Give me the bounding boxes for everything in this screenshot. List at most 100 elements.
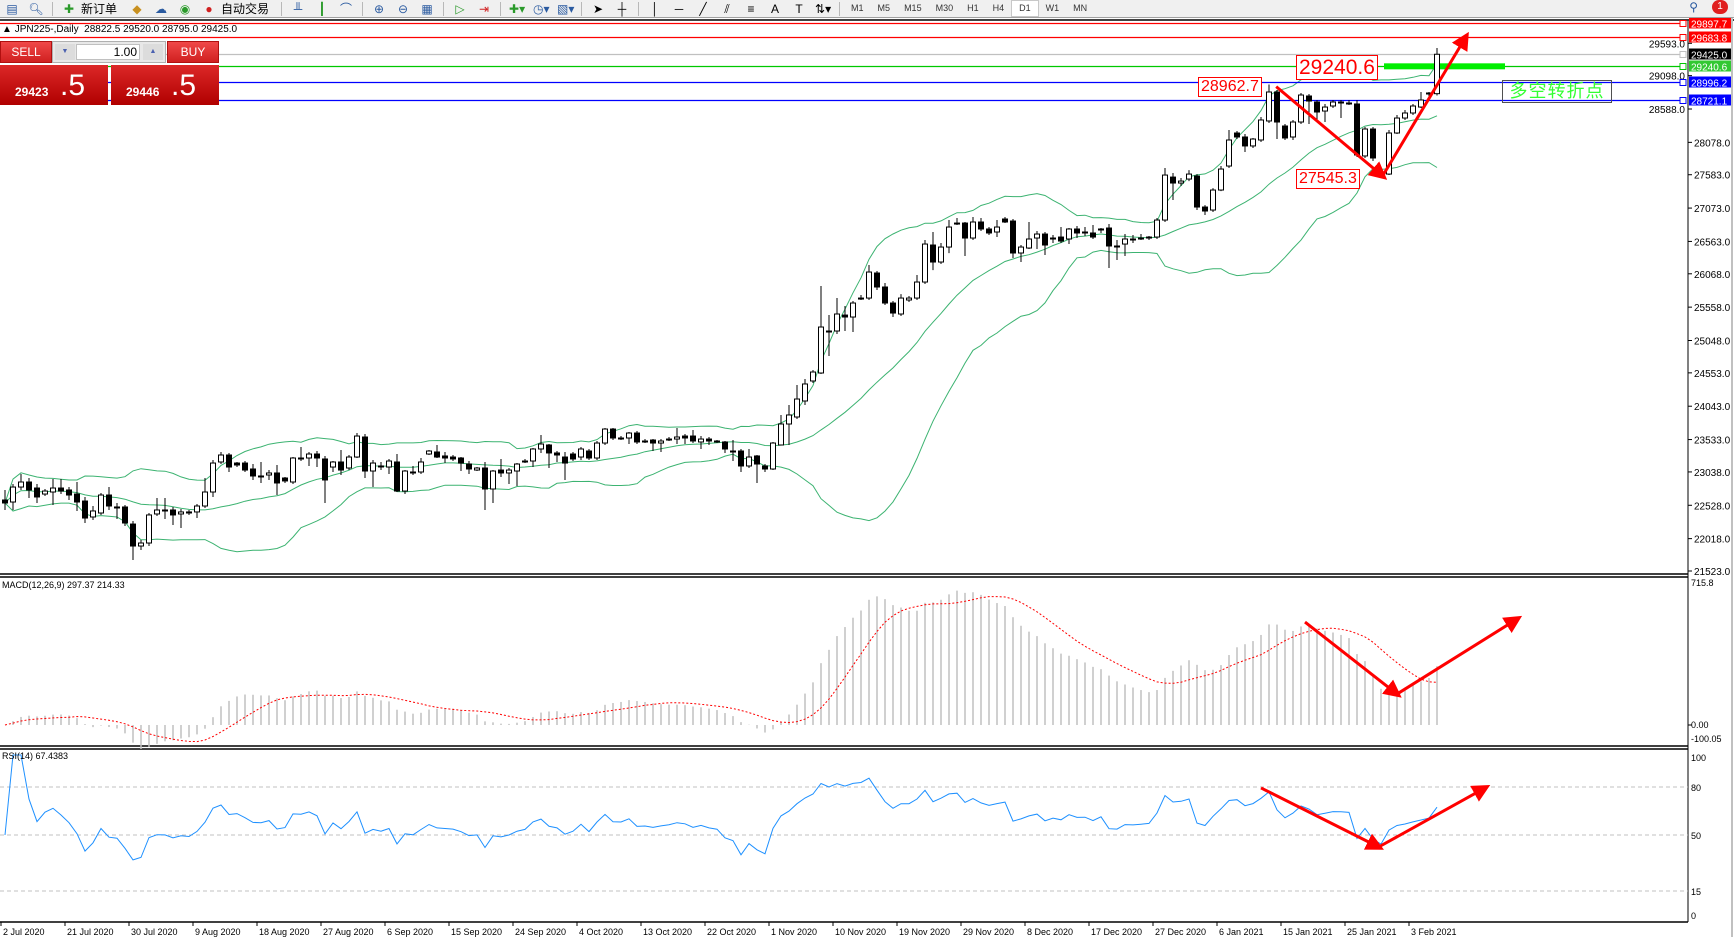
indicators-icon[interactable]: ✚▾ xyxy=(509,1,526,16)
lot-increase-icon[interactable]: ▲ xyxy=(143,44,163,60)
candle-bearish xyxy=(34,487,40,498)
sell-button[interactable]: SELL xyxy=(0,41,52,63)
candle-bearish xyxy=(634,432,640,443)
price-tick-label: 25558.0 xyxy=(1694,303,1731,314)
candle-bullish xyxy=(746,456,752,467)
chart-list-icon[interactable]: ▤ xyxy=(6,1,18,16)
buy-price-button[interactable]: 29446 .5 xyxy=(111,65,219,105)
trendline-icon[interactable]: ╱ xyxy=(699,1,707,16)
notification-badge[interactable]: 1 xyxy=(1712,0,1728,14)
candle-bearish xyxy=(562,456,568,464)
timeframe-m5[interactable]: M5 xyxy=(877,3,891,13)
timeframe-m1[interactable]: M1 xyxy=(851,3,864,13)
bar-chart-icon[interactable]: ╨ xyxy=(293,1,303,16)
timeframe-m15[interactable]: M15 xyxy=(904,3,922,13)
sell-price-button[interactable]: 29423 .5 xyxy=(0,65,108,105)
timeframe-h4[interactable]: H4 xyxy=(992,3,1005,13)
signals-icon[interactable]: ◉ xyxy=(179,1,191,16)
candle-bullish xyxy=(770,442,776,470)
market-watch-icon[interactable]: ◆ xyxy=(132,1,142,16)
text-icon[interactable]: A xyxy=(771,1,780,16)
new-order-button[interactable]: 新订单 xyxy=(81,2,118,16)
candle-bearish xyxy=(930,244,936,263)
collapse-triangle-icon[interactable]: ▲ xyxy=(2,24,15,35)
price-marker-label: 28721.1 xyxy=(1691,97,1728,108)
templates-icon[interactable]: ▧▾ xyxy=(557,1,575,16)
candle-bearish xyxy=(322,458,328,481)
search-icon[interactable]: ⚲ xyxy=(1689,0,1698,14)
candle-bearish xyxy=(730,450,736,453)
text-label-icon[interactable]: T xyxy=(795,1,803,16)
separator xyxy=(500,1,502,16)
low-price-label[interactable]: 27545.3 xyxy=(1296,169,1360,189)
vertical-line-icon[interactable]: │ xyxy=(651,1,659,16)
zoom-search-icon[interactable]: 🔍︎ xyxy=(28,1,44,16)
price-marker-label: 28996.2 xyxy=(1691,79,1728,90)
timeframe-mn[interactable]: MN xyxy=(1073,3,1088,13)
price-tick-label: 23038.0 xyxy=(1694,468,1731,479)
candle-bearish xyxy=(546,444,552,454)
auto-trading-button[interactable]: 自动交易 xyxy=(221,2,270,16)
line-chart-icon[interactable]: ⌒ xyxy=(340,1,353,16)
equidistant-channel-icon[interactable]: ⫽ xyxy=(724,1,730,16)
high-price-label[interactable]: 28962.7 xyxy=(1198,77,1262,97)
candle-bullish xyxy=(178,511,184,515)
auto-scroll-icon[interactable]: ▷ xyxy=(455,1,465,16)
candle-bearish xyxy=(522,460,528,463)
chart-shift-icon[interactable]: ⇥ xyxy=(479,1,490,16)
candle-bearish xyxy=(1282,125,1288,139)
candle-bullish xyxy=(674,436,680,440)
horizontal-line-icon[interactable]: ─ xyxy=(674,1,684,16)
new-order-icon[interactable]: ✚ xyxy=(63,1,75,16)
price-marker-label: 29425.0 xyxy=(1691,51,1728,62)
candle-bearish xyxy=(394,461,400,492)
timeframe-w1[interactable]: W1 xyxy=(1045,3,1060,13)
auto-trading-icon[interactable]: ● xyxy=(205,1,213,16)
candle-bullish xyxy=(194,505,200,513)
candlestick-icon[interactable]: ┃ xyxy=(318,1,326,16)
candle-bullish xyxy=(834,313,840,332)
candle-bearish xyxy=(1138,237,1144,240)
lot-decrease-icon[interactable]: ▼ xyxy=(55,44,75,60)
experts-icon[interactable]: ☁ xyxy=(155,1,168,16)
zoom-out-icon[interactable]: ⊖ xyxy=(398,1,409,16)
level-price-label[interactable]: 29240.6 xyxy=(1296,55,1378,80)
arrows-icon[interactable]: ⇅▾ xyxy=(815,1,832,16)
candle-bullish xyxy=(1402,112,1408,119)
level-segment xyxy=(1384,63,1505,70)
macd-axis-label: 715.8 xyxy=(1691,578,1714,588)
date-label: 25 Jan 2021 xyxy=(1347,927,1397,937)
buy-button[interactable]: BUY xyxy=(167,41,219,63)
candle-bullish xyxy=(1026,238,1032,249)
sell-price-fraction: .5 xyxy=(60,69,86,102)
candle-bullish xyxy=(1410,105,1416,114)
cursor-icon[interactable]: ➤ xyxy=(593,1,604,16)
date-label: 1 Nov 2020 xyxy=(771,927,817,937)
price-tick-label: 27073.0 xyxy=(1694,204,1731,215)
ohlc-readout: 28822.5 29520.0 28795.0 29425.0 xyxy=(84,24,238,35)
candle-bearish xyxy=(1010,220,1016,254)
separator xyxy=(638,1,640,16)
candle-bullish xyxy=(346,456,352,469)
zoom-in-icon[interactable]: ⊕ xyxy=(374,1,385,16)
candle-bullish xyxy=(426,450,432,455)
tile-windows-icon[interactable]: ▦ xyxy=(421,1,433,16)
candle-bearish xyxy=(314,453,320,459)
candle-bearish xyxy=(1170,176,1176,184)
line-handle xyxy=(1679,51,1687,58)
line-handle xyxy=(1679,34,1687,41)
lot-size-input[interactable] xyxy=(76,44,140,60)
price-tick-label: 24043.0 xyxy=(1694,402,1731,413)
candle-bullish xyxy=(906,297,912,301)
crosshair-icon[interactable]: ┼ xyxy=(617,1,627,16)
timeframe-d1[interactable]: D1 xyxy=(1011,0,1039,17)
candle-bullish xyxy=(386,460,392,468)
fibonacci-icon[interactable]: ≡ xyxy=(747,1,755,16)
date-label: 9 Aug 2020 xyxy=(195,927,241,937)
candle-bearish xyxy=(242,462,248,471)
timeframe-h1[interactable]: H1 xyxy=(967,3,979,13)
periods-clock-icon[interactable]: ◷▾ xyxy=(533,1,550,16)
timeframe-m30[interactable]: M30 xyxy=(935,3,954,13)
turning-point-label[interactable]: 多空转折点 xyxy=(1502,80,1612,103)
